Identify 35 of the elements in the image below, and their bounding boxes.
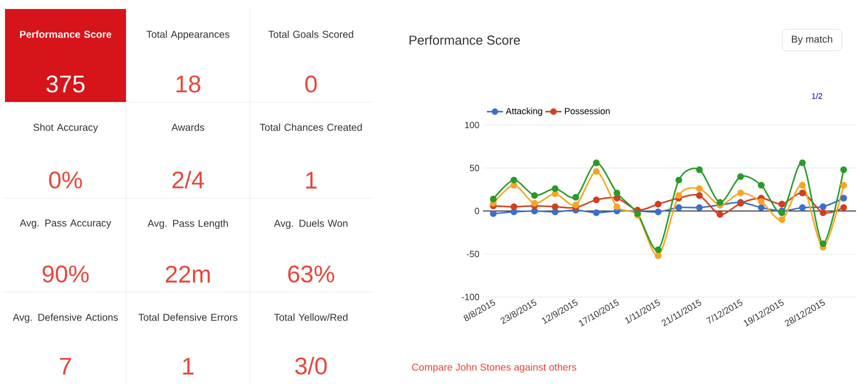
category-label: Total Yellow/Red [274,314,348,321]
text: 18 [176,75,200,92]
category-label: Awards [171,124,204,131]
text: 1 [306,172,316,188]
category-label: Total Defensive Errors [138,314,238,321]
text: Compare John Stones against others [412,363,576,373]
y-tick-label: 50 [470,164,480,172]
text: 0% [49,171,82,188]
text: 63% [288,265,334,282]
category-label: Avg. Pass Length [148,220,228,229]
category-label: Avg. Pass Accuracy [20,220,112,228]
category-label: Avg. Duels Won [274,220,348,229]
text: By match [792,35,832,45]
y-tick-label: 0 [474,208,480,214]
text: 0 [305,75,317,92]
legend-label: Attacking [506,108,542,116]
text: 375 [46,75,85,92]
category-label: Avg. Defensive Actions [12,314,118,323]
text: 3/0 [295,356,327,374]
category-label: Total Goals Scored [268,30,354,38]
text: 1 [183,358,194,374]
y-tick-label: 100 [465,122,480,128]
category-label: Total Appearances [146,30,230,40]
y-tick-label: -50 [466,250,480,258]
text: 22m [166,266,210,282]
text: 7 [60,358,71,374]
text: 90% [42,265,89,282]
chart-title: Performance Score [410,35,520,45]
text: 2/4 [172,170,204,188]
category-label: Total Chances Created [260,124,362,131]
category-label: Shot Accuracy [33,124,98,133]
category-label: Performance Score [20,30,112,38]
y-tick-label: -100 [462,294,480,300]
text: 1/2 [812,93,822,99]
legend-label: Possession [564,108,610,114]
